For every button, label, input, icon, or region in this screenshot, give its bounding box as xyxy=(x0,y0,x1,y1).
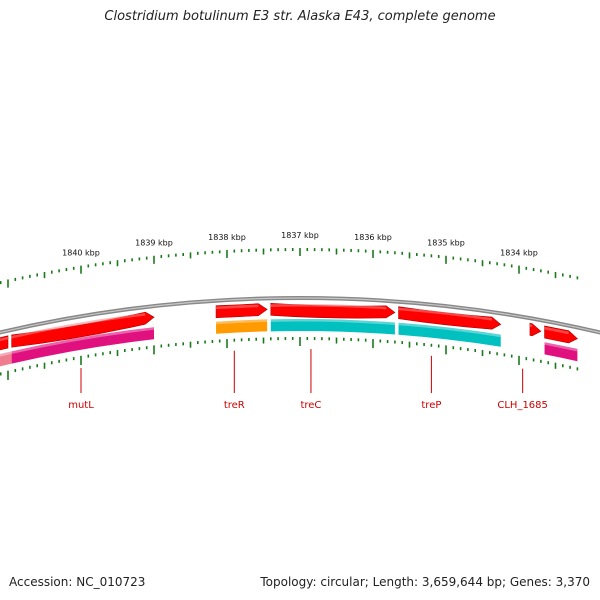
gene-label-trec: treC xyxy=(300,400,321,411)
genome-backbone xyxy=(0,296,600,335)
tick-label: 1837 kbp xyxy=(281,231,319,240)
tick-label: 1836 kbp xyxy=(354,233,392,242)
cds-arrow xyxy=(529,322,542,337)
feature-highlight xyxy=(544,342,578,352)
feature-block xyxy=(398,322,501,347)
feature-block xyxy=(270,319,395,335)
tick-label: 1834 kbp xyxy=(500,248,538,257)
cds-highlight xyxy=(0,336,8,342)
cds-highlight xyxy=(270,304,387,310)
feature-highlight xyxy=(398,322,501,338)
cds-highlight xyxy=(544,326,569,335)
cds-highlight xyxy=(216,304,259,310)
genome-title: Clostridium botulinum E3 str. Alaska E43… xyxy=(104,9,496,24)
genome-summary-text: Topology: circular; Length: 3,659,644 bp… xyxy=(260,575,590,589)
tick-label: 1835 kbp xyxy=(427,239,465,248)
tick-label: 1840 kbp xyxy=(62,248,100,257)
tick-labels: 1840 kbp 1839 kbp 1838 kbp 1837 kbp 1836 kbp… xyxy=(62,231,538,257)
forward-strand-track xyxy=(0,303,578,351)
feature-highlight xyxy=(0,351,12,357)
cds-highlight xyxy=(11,313,146,339)
accession-text: Accession: NC_010723 xyxy=(9,575,146,589)
feature-highlight xyxy=(216,319,268,325)
outer-tick-marks xyxy=(0,248,579,288)
feature-block xyxy=(11,327,155,364)
gene-label-clh_1685: CLH_1685 xyxy=(497,400,548,411)
feature-highlight xyxy=(270,319,395,325)
gene-label-trep: treP xyxy=(421,400,441,411)
cds-highlight xyxy=(529,324,533,328)
inner-tick-marks xyxy=(0,337,579,380)
backbone-highlight xyxy=(0,297,600,334)
gene-label-trer: treR xyxy=(224,400,245,411)
gene-labels: mutL treR treC treP CLH_1685 xyxy=(68,349,548,411)
feature-block xyxy=(0,351,12,367)
cds-highlight xyxy=(398,307,492,321)
feature-highlight xyxy=(11,327,155,354)
gene-label-mutl: mutL xyxy=(68,400,94,411)
feature-block xyxy=(216,319,268,334)
tick-label: 1839 kbp xyxy=(135,239,173,248)
feature-block xyxy=(544,342,578,362)
tick-label: 1838 kbp xyxy=(208,233,246,242)
feature-track xyxy=(0,319,578,367)
